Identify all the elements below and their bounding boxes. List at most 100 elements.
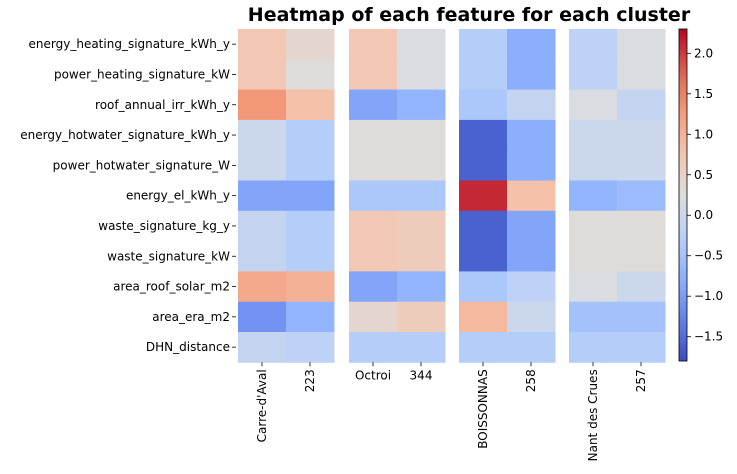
heatmap-cell	[397, 271, 446, 303]
feature-label: waste_signature_kg_y	[98, 219, 230, 233]
heatmap-cell	[507, 150, 556, 181]
heatmap-cell	[507, 59, 556, 91]
colorbar-tick-label: 0.5	[694, 168, 713, 182]
heatmap-cell	[617, 210, 666, 242]
colorbar-tick-label: 1.5	[694, 87, 713, 101]
colorbar-tick-label: −0.5	[694, 249, 723, 263]
heatmap-cell	[617, 271, 666, 303]
heatmap-cell	[238, 150, 287, 181]
heatmap-cell	[238, 241, 287, 272]
feature-label: roof_annual_irr_kWh_y	[95, 98, 230, 112]
heatmap-cell	[349, 119, 398, 151]
heatmap-cell	[238, 271, 287, 303]
heatmap-cell	[286, 332, 335, 363]
feature-label: area_era_m2	[152, 310, 230, 324]
heatmap-cell	[617, 241, 666, 272]
colorbar-gradient	[678, 28, 688, 362]
heatmap-cell	[507, 29, 556, 60]
heatmap-cell	[349, 332, 398, 363]
column-label: Carre-d'Aval	[255, 369, 269, 442]
heatmap-cell	[459, 119, 508, 151]
feature-label: area_roof_solar_m2	[113, 280, 230, 294]
heatmap-cell	[349, 271, 398, 303]
heatmap-cell	[617, 29, 666, 60]
heatmap-cell	[238, 210, 287, 242]
heatmap-cell	[397, 180, 446, 212]
colorbar-tick-label: 2.0	[694, 46, 713, 60]
heatmap-panel: Carre-d'Aval 223	[238, 29, 335, 442]
heatmap-cell	[459, 180, 508, 212]
heatmap-cell	[349, 59, 398, 91]
heatmap-cell	[459, 210, 508, 242]
heatmap-cell	[238, 119, 287, 151]
feature-label: power_hotwater_signature_W	[53, 158, 230, 172]
heatmap-cell	[238, 89, 287, 121]
heatmap-cell	[286, 119, 335, 151]
heatmap-cell	[349, 301, 398, 333]
heatmap-cell	[459, 271, 508, 303]
feature-labels: energy_heating_signature_kWh_y power_heat…	[20, 37, 236, 354]
heatmap-cell	[617, 150, 666, 181]
heatmap-cell	[507, 180, 556, 212]
heatmap-cell	[397, 59, 446, 91]
heatmap-cell	[507, 332, 556, 363]
heatmap-cell	[349, 89, 398, 121]
heatmap-cell	[238, 180, 287, 212]
colorbar: 2.0 1.5 1.0 0.5 0.0 −0.5 −1.0 −1.5	[678, 28, 723, 362]
heatmap-cell	[459, 59, 508, 91]
heatmap-cell	[569, 29, 618, 60]
heatmap-cell	[397, 210, 446, 242]
heatmap-cell	[349, 150, 398, 181]
heatmap-cell	[286, 59, 335, 91]
column-label: 258	[524, 369, 538, 392]
heatmap-cell	[459, 241, 508, 272]
column-label: BOISSONNAS	[476, 369, 490, 448]
heatmap-cell	[286, 150, 335, 181]
heatmap-cell	[459, 150, 508, 181]
heatmap-cell	[459, 332, 508, 363]
heatmap-cell	[569, 59, 618, 91]
heatmap-cell	[286, 210, 335, 242]
heatmap-cell	[569, 89, 618, 121]
heatmap-cell	[286, 301, 335, 333]
heatmap-cell	[569, 119, 618, 151]
colorbar-tick-label: −1.0	[694, 289, 723, 303]
heatmap-cell	[286, 180, 335, 212]
chart-title: Heatmap of each feature for each cluster	[248, 4, 691, 26]
heatmap-panel: BOISSONNAS 258	[459, 29, 556, 449]
heatmap-cell	[397, 301, 446, 333]
heatmap-cell	[617, 332, 666, 363]
heatmap-cell	[238, 301, 287, 333]
heatmap-cell	[569, 332, 618, 363]
heatmap-cell	[569, 271, 618, 303]
heatmap-cell	[397, 150, 446, 181]
heatmap-panel: Nant des Crues 257	[569, 29, 666, 461]
column-label: Nant des Crues	[586, 369, 600, 461]
heatmap-cell	[507, 241, 556, 272]
feature-label: energy_el_kWh_y	[126, 189, 230, 203]
heatmap-cell	[349, 210, 398, 242]
heatmap-cell	[238, 332, 287, 363]
column-label: 257	[634, 369, 648, 392]
heatmap-cell	[349, 180, 398, 212]
heatmap-panel: Octroi 344	[349, 29, 446, 382]
heatmap-cell	[507, 301, 556, 333]
feature-label: DHN_distance	[146, 340, 230, 354]
heatmap-cell	[397, 241, 446, 272]
colorbar-tick-label: −1.5	[694, 330, 723, 344]
feature-label: energy_heating_signature_kWh_y	[29, 37, 230, 51]
heatmap-cell	[397, 119, 446, 151]
heatmap-cell	[507, 271, 556, 303]
heatmap-cell	[569, 210, 618, 242]
column-label: 223	[303, 369, 317, 392]
heatmap-cell	[617, 59, 666, 91]
heatmap-cell	[507, 119, 556, 151]
colorbar-tick-label: 0.0	[694, 208, 713, 222]
colorbar-ticks: 2.0 1.5 1.0 0.5 0.0 −0.5 −1.0 −1.5	[687, 46, 723, 344]
heatmap-cell	[617, 89, 666, 121]
heatmap-cell	[238, 59, 287, 91]
feature-label: waste_signature_kW	[107, 249, 230, 263]
heatmap-cell	[286, 89, 335, 121]
column-label: Octroi	[355, 368, 391, 382]
